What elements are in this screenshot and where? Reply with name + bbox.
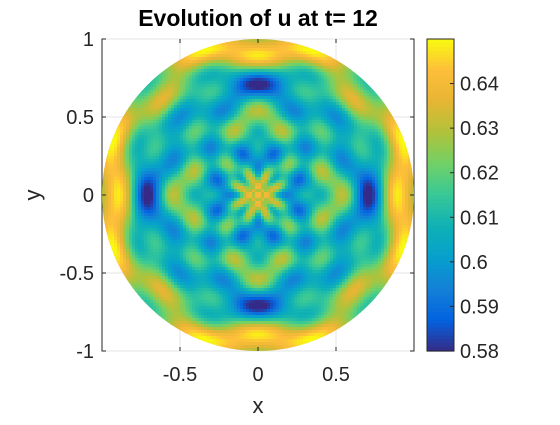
chart-title: Evolution of u at t= 12: [138, 5, 378, 31]
heatmap-field: [102, 39, 415, 352]
